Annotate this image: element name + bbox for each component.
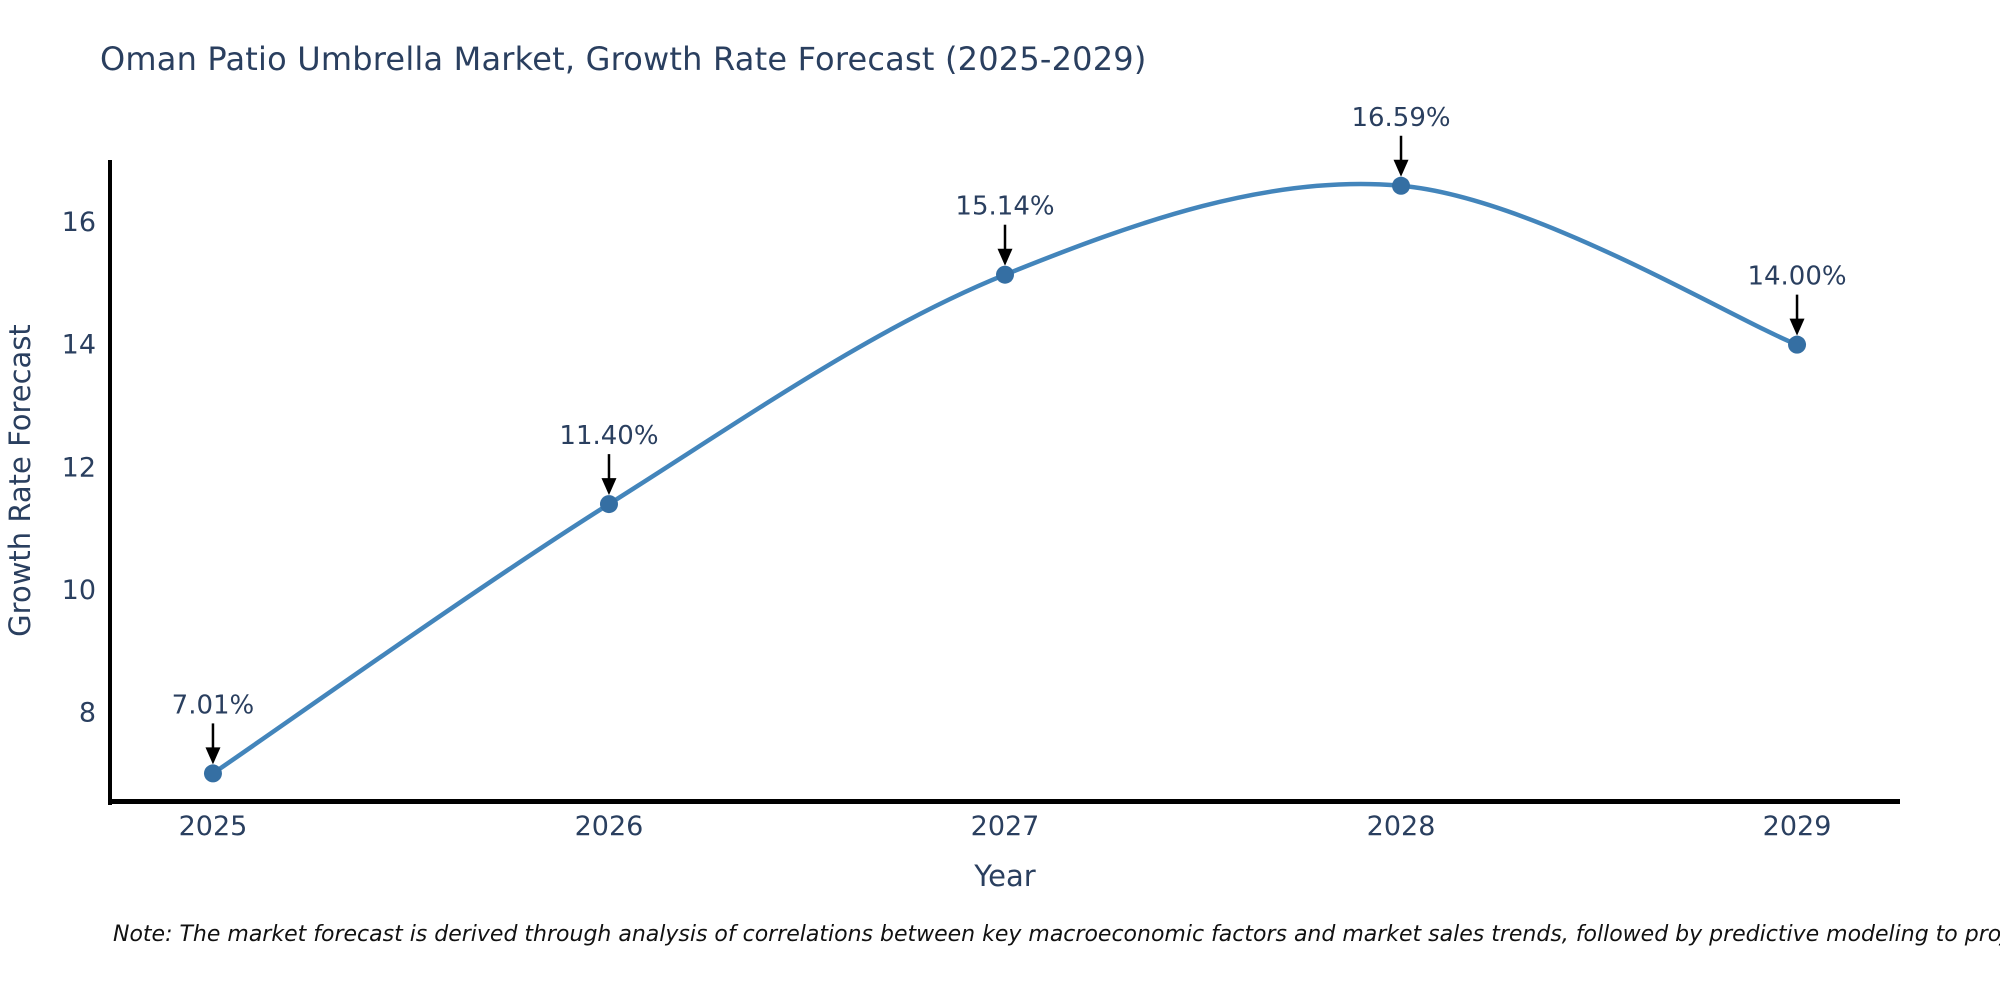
x-tick-label: 2028 [1367,811,1436,842]
data-point-marker[interactable] [203,764,222,783]
y-tick-label: 16 [62,207,96,238]
y-axis-line [108,160,112,805]
data-point-marker[interactable] [1788,335,1807,354]
y-tick-label: 10 [62,575,96,606]
annotation-label: 14.00% [1747,262,1846,292]
y-tick-label: 12 [62,452,96,483]
annotation-label: 15.14% [955,192,1054,222]
chart-title: Oman Patio Umbrella Market, Growth Rate … [100,40,1147,78]
annotation-arrowhead [205,747,221,765]
annotation-arrowhead [1393,159,1409,177]
annotation-arrowhead [997,248,1013,266]
chart-footnote: Note: The market forecast is derived thr… [113,922,2000,947]
y-tick-label: 14 [62,330,96,361]
y-tick-label: 8 [79,698,96,729]
annotation-label: 11.40% [559,421,658,451]
x-tick-label: 2026 [575,811,644,842]
y-axis-title: Growth Rate Forecast [3,324,37,637]
data-point-marker[interactable] [1392,176,1411,195]
annotation-label: 16.59% [1351,103,1450,133]
data-point-marker[interactable] [996,265,1014,284]
x-tick-label: 2025 [179,811,248,842]
annotation-label: 7.01% [172,690,255,720]
annotation-arrowhead [1789,318,1805,336]
x-axis-line [108,799,1900,804]
x-tick-label: 2027 [971,811,1040,842]
data-point-marker[interactable] [599,495,618,514]
x-tick-label: 2029 [1763,811,1832,842]
x-axis-title: Year [973,859,1035,893]
annotation-arrowhead [601,478,617,496]
